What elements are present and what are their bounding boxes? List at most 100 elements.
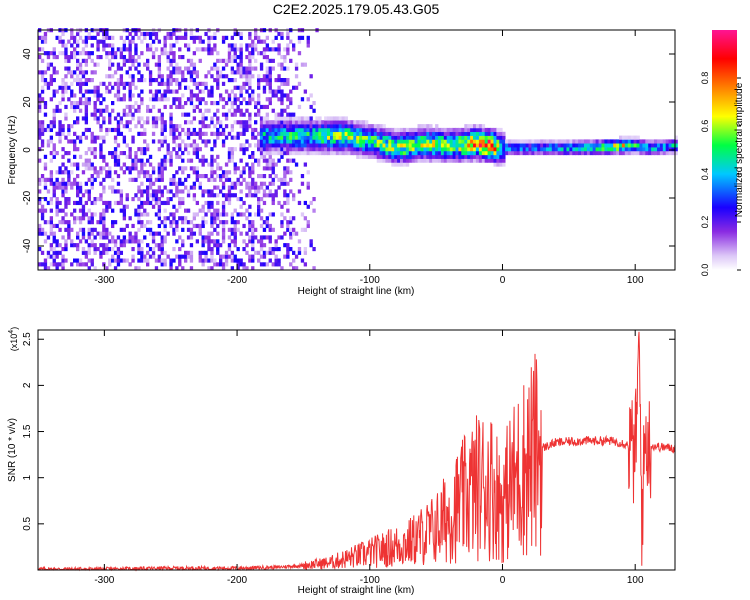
spectrogram-cell xyxy=(125,223,129,229)
spectrogram-cell xyxy=(297,151,302,156)
spectrogram-cell xyxy=(312,266,316,271)
spectrogram-cell xyxy=(116,158,121,163)
spectrogram-cell xyxy=(300,212,305,217)
spectrogram-cell xyxy=(84,116,89,121)
spectrogram-cell xyxy=(122,216,127,221)
spectrogram-cell xyxy=(198,47,202,52)
spectrogram-cell xyxy=(242,112,246,117)
spectrogram-cell xyxy=(315,135,319,140)
spectrogram-cell xyxy=(172,89,176,94)
spectrogram-cell xyxy=(111,74,115,79)
spectrogram-cell xyxy=(143,78,147,83)
spectrogram-cell xyxy=(137,55,141,60)
spectrogram-cell xyxy=(46,62,51,67)
spectrogram-cell xyxy=(254,120,258,125)
spectrogram-cell xyxy=(99,212,103,217)
spectrogram-cell xyxy=(277,116,281,121)
spectrogram-cell xyxy=(335,151,340,156)
spectrogram-cell xyxy=(257,85,261,90)
spectrogram-cell xyxy=(627,147,632,152)
spectrogram-cell xyxy=(259,208,264,213)
spectrogram-cell xyxy=(119,81,124,86)
spectrogram-cell xyxy=(160,74,164,79)
spectrogram-cell xyxy=(227,58,232,63)
spectrogram-cell xyxy=(96,220,100,225)
spectrogram-cell xyxy=(259,116,264,121)
spectrogram-cell xyxy=(257,197,261,202)
spectrogram-cell xyxy=(38,200,42,206)
colorbar-tick-label: 0.2 xyxy=(700,216,710,229)
spectrogram-cell xyxy=(178,55,182,60)
spectrogram-cell xyxy=(251,227,255,232)
spectrogram-cell xyxy=(43,81,48,86)
spectrogram-cell xyxy=(81,47,86,52)
spectrogram-cell xyxy=(300,62,305,67)
spectrogram-cell xyxy=(581,151,585,156)
spectrogram-cell xyxy=(321,143,325,148)
spectrogram-cell xyxy=(172,177,176,182)
spectrogram-cell xyxy=(146,158,150,163)
spectrogram-cell xyxy=(239,197,243,202)
spectrogram-cell xyxy=(277,135,281,140)
spectrogram-cell xyxy=(236,108,240,113)
spectrogram-cell xyxy=(297,35,302,40)
spectrogram-cell xyxy=(245,47,249,52)
spectrogram-cell xyxy=(280,204,284,209)
spectrogram-cell xyxy=(157,62,162,67)
spectrogram-cell xyxy=(318,124,322,129)
spectrogram-cell xyxy=(306,39,310,44)
spectrogram-cell xyxy=(277,120,281,125)
spectrogram-cell xyxy=(78,220,83,225)
spectrogram-cell xyxy=(373,124,378,129)
spectrogram-cell xyxy=(76,216,80,221)
spectrogram-cell xyxy=(143,258,147,263)
spectrogram-cell xyxy=(87,51,91,56)
spectrogram-cell xyxy=(134,51,138,56)
spectrogram-cell xyxy=(192,212,197,217)
spectrogram-cell xyxy=(64,85,68,90)
spectrogram-cell xyxy=(172,227,176,232)
spectrogram-cell xyxy=(140,247,144,252)
spectrogram-cell xyxy=(239,231,243,236)
spectrogram-cell xyxy=(277,131,281,136)
spectrogram-cell xyxy=(40,216,45,221)
spectrogram-cell xyxy=(584,139,588,144)
spectrogram-cell xyxy=(239,131,243,136)
spectrogram-cell xyxy=(274,112,278,117)
x-tick-label: -100 xyxy=(360,575,380,586)
spectrogram-cell xyxy=(394,127,398,133)
spectrogram-cell xyxy=(540,151,544,156)
spectrogram-cell xyxy=(49,247,54,252)
spectrogram-cell xyxy=(43,166,48,171)
spectrogram-cell xyxy=(111,177,115,182)
spectrogram-cell xyxy=(73,139,77,144)
spectrogram-cell xyxy=(239,62,243,67)
spectrogram-cell xyxy=(78,78,83,83)
spectrogram-cell xyxy=(286,127,290,133)
spectrogram-cell xyxy=(111,85,115,90)
spectrogram-cell xyxy=(286,43,290,48)
spectrogram-cell xyxy=(645,147,649,152)
spectrogram-cell xyxy=(277,89,281,94)
spectrogram-cell xyxy=(408,154,413,159)
spectrogram-cell xyxy=(639,139,643,144)
spectrogram-cell xyxy=(49,200,54,206)
spectrogram-cell xyxy=(224,35,229,40)
spectrogram-cell xyxy=(160,174,164,179)
spectrogram-cell xyxy=(216,247,220,252)
spectrogram-cell xyxy=(93,70,97,75)
spectrogram-cell xyxy=(443,151,448,156)
spectrogram-cell xyxy=(522,151,527,156)
spectrogram-cell xyxy=(216,239,220,244)
spectrogram-cell xyxy=(78,258,83,263)
spectrogram-cell xyxy=(73,147,77,152)
spectrogram-cell xyxy=(449,135,454,140)
spectrogram-cell xyxy=(592,147,597,152)
spectrogram-cell xyxy=(654,147,658,152)
spectrogram-cell xyxy=(175,193,179,198)
spectrogram-cell xyxy=(601,147,605,152)
spectrogram-cell xyxy=(312,143,316,148)
spectrogram-cell xyxy=(163,127,167,133)
spectrogram-cell xyxy=(146,108,150,113)
